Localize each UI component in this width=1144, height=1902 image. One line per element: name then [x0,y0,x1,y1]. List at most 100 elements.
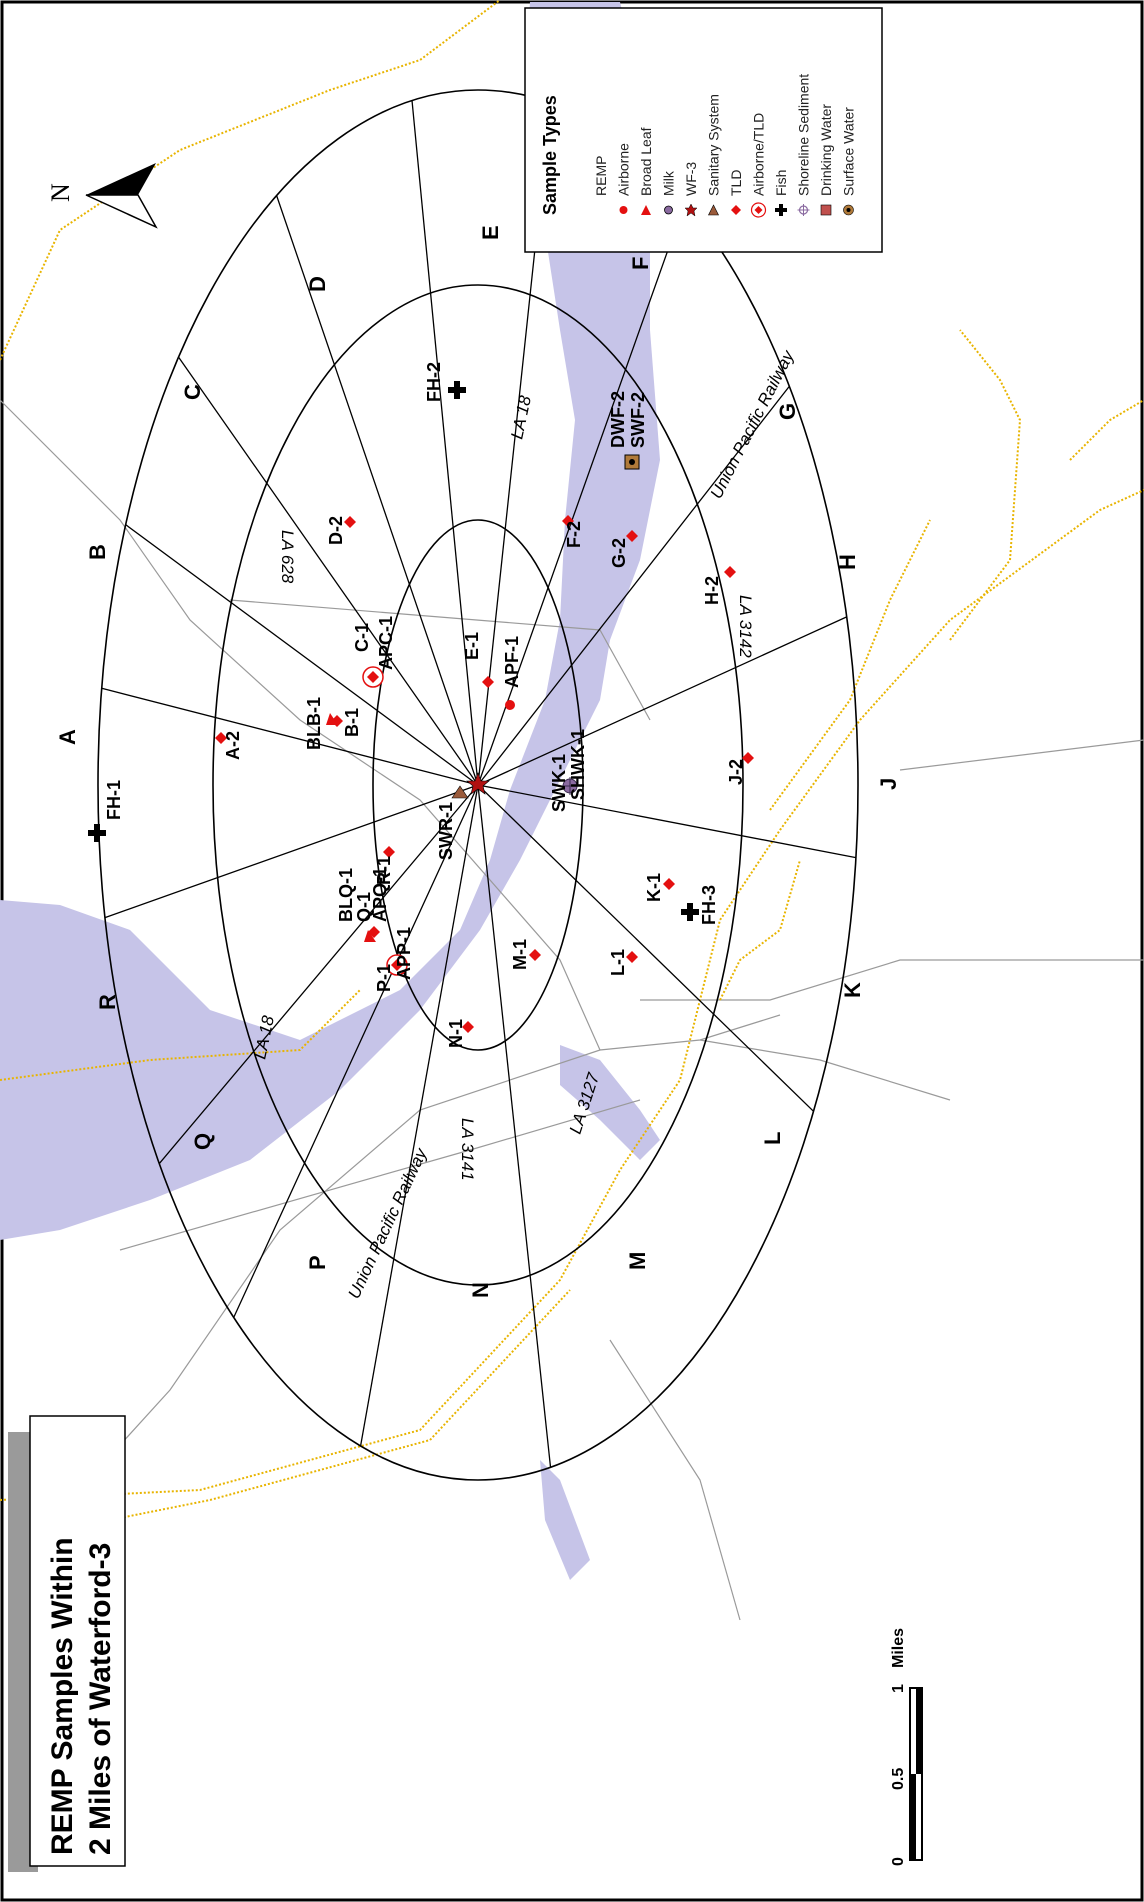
purple-dot-icon [664,205,673,215]
road-label-rail-west: Union Pacific Railway [344,1144,431,1302]
fish-marker-fh1 [88,824,106,842]
red-square-icon [820,204,832,216]
site-labels: FH-1 FH-2 FH-3 A-2 BLB-1 B-1 C-1 APC-1 D… [104,362,746,1048]
sector-label-C: C [180,384,205,400]
airborne-tld-marker-apc1 [362,666,384,688]
tld-marker-k1 [663,878,675,890]
sector-label-B: B [85,544,110,560]
label-f2: F-2 [564,521,584,548]
sediment-marker-shwk1 [561,777,579,795]
brown-circle-icon [843,204,854,216]
label-apq1: APQ-1 [370,867,390,922]
sector-boundary [158,784,479,1164]
water-marker-swf2 [624,454,640,470]
fish-marker-fh3 [681,903,699,921]
label-fh2: FH-2 [424,362,444,402]
tld-marker-f2 [562,515,574,527]
title-line-2: 2 Miles of Waterford-3 [84,1543,117,1855]
label-d2: D-2 [326,516,346,545]
tld-marker-g2 [626,530,638,542]
legend-label: TLD [728,170,744,196]
label-shwk1: SHWK-1 [568,729,588,800]
airborne-marker-apf1 [505,700,515,710]
label-j2: J-2 [726,759,746,785]
legend-label: Fish [773,170,789,196]
tld-marker-m1 [529,949,541,961]
wf3-marker [466,772,490,795]
ring-2-mile [97,89,859,1481]
tld-marker-a2 [215,732,227,744]
sector-boundary [178,356,479,786]
label-c1: C-1 [352,623,372,652]
label-app1: APP-1 [394,927,414,980]
label-e1: E-1 [462,632,482,660]
label-g2: G-2 [609,538,629,568]
label-l1: L-1 [608,949,628,976]
star-icon [684,203,698,217]
airborne-tld-marker-app1 [386,954,408,976]
river-inlet [560,1045,660,1160]
label-apf1: APF-1 [502,636,522,688]
legend-label: REMP [593,156,609,196]
road-label-la3141: LA 3141 [458,1118,477,1181]
sector-label-P: P [305,1255,330,1270]
legend-label: Sanitary System [706,94,722,196]
scale-tick-half: 0.5 [890,1768,907,1790]
sector-label-D: D [305,276,330,292]
road-label-la3142: LA 3142 [736,595,755,658]
label-fh3: FH-3 [699,885,719,925]
legend-label: Surface Water [841,107,857,196]
sector-boundary [477,616,847,786]
red-target-icon [750,202,767,218]
tld-marker-d2 [344,516,356,528]
sector-boundary [101,687,479,786]
purple-crosshair-icon [797,204,810,216]
sector-boundary [359,784,479,1447]
ring-half-mile [372,519,584,1051]
label-blb1: BLB-1 [304,697,324,750]
sector-label-M: M [625,1252,650,1270]
sanitary-marker-swr1 [451,785,469,799]
label-apc1: APC-1 [376,616,396,670]
tld-marker-j2 [742,752,754,764]
label-swk1: SWK-1 [549,754,569,812]
legend-label: Airborne [616,143,632,196]
legend-label: Airborne/TLD [751,113,767,196]
scale-tick-1: 1 [890,1684,907,1693]
legend-label: Drinking Water [818,104,834,196]
river-inlet-2 [540,1460,590,1580]
broadleaf-marker-blb1 [326,713,338,725]
sector-boundary [104,784,479,919]
legend: Sample Types REMP Airborne Broad Leaf Milk W… [524,7,883,253]
sector-boundary [411,100,479,786]
sample-markers [88,381,754,1033]
sector-boundary [477,784,552,1468]
sector-label-A: A [55,729,80,745]
sector-label-F: F [628,257,653,270]
sector-label-R: R [95,994,120,1010]
title-box: REMP Samples Within 2 Miles of Waterford… [8,1415,126,1872]
legend-label: WF-3 [683,162,699,196]
sector-label-Q: Q [190,1133,215,1150]
brown-triangle-icon [708,204,719,216]
label-dwf2: DWF-2 [608,391,628,448]
sector-labels: A B C D E F G H J K L M N P Q R [55,225,901,1298]
label-fh1: FH-1 [104,780,124,820]
label-swr1: SWR-1 [436,802,456,860]
black-cross-icon [775,204,787,216]
sector-boundary [477,201,686,786]
label-k1: K-1 [644,873,664,902]
red-diamond-icon [731,205,741,215]
broadleaf-marker-blq1 [364,930,376,942]
tld-marker-e1 [482,676,494,688]
red-triangle-icon [641,205,651,215]
road-label-la18-north: LA 18 [507,394,535,441]
sector-boundary [125,524,479,786]
tld-marker-h2 [724,566,736,578]
sector-boundary [276,195,479,786]
label-a2: A-2 [223,731,243,760]
road-label-rail-east: Union Pacific Railway [707,346,799,502]
road-label-la628: LA 628 [278,530,297,584]
north-arrow: N [46,163,158,229]
label-h2: H-2 [702,576,722,605]
